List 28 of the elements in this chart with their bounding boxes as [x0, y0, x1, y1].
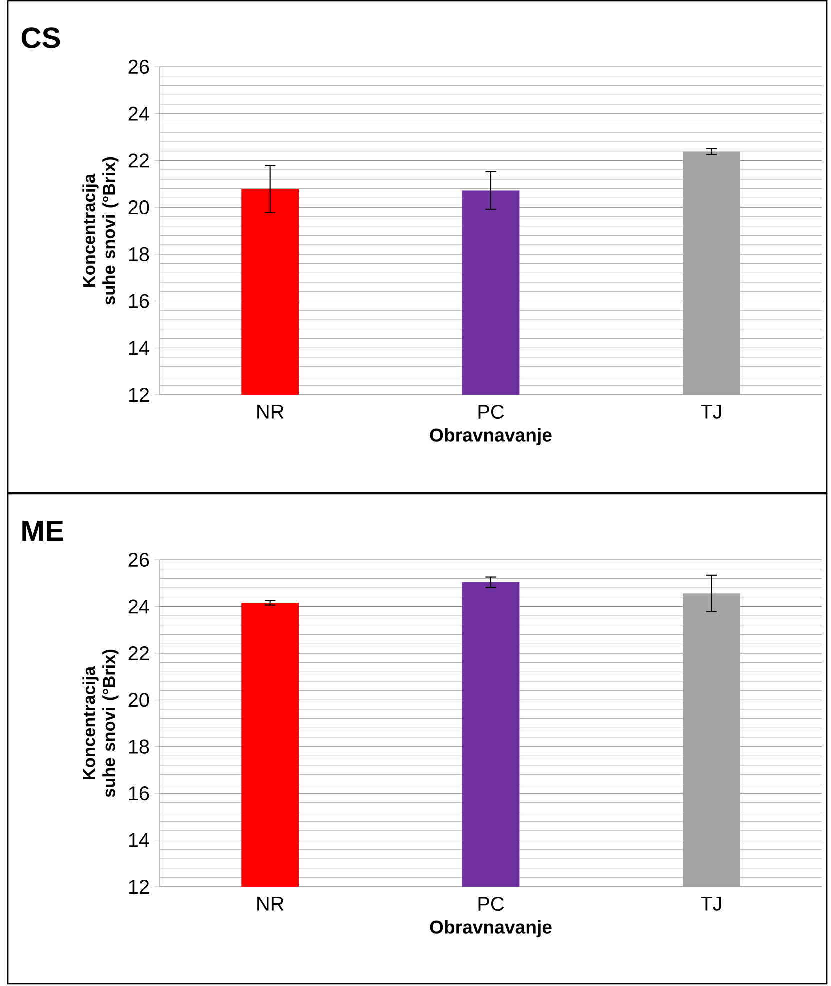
x-tick-label: TJ [701, 405, 722, 419]
y-tick-label: 24 [128, 106, 150, 121]
y-axis-title: Koncentracija suhe snovi (°Brix) [82, 157, 119, 305]
x-axis-title: Obravnavanje [430, 920, 552, 938]
x-tick-label: PC [478, 897, 504, 912]
y-tick-label: 22 [128, 646, 149, 660]
y-tick-label: 26 [128, 60, 150, 74]
y-tick-label: 12 [129, 880, 149, 894]
y-tick-label: 16 [129, 294, 150, 308]
y-tick-label: 20 [128, 200, 150, 215]
y-tick-label: 16 [129, 786, 150, 801]
x-tick-label: NR [258, 405, 284, 419]
x-tick-label: NR [258, 897, 284, 911]
y-tick-label: 14 [129, 833, 150, 848]
y-tick-label: 20 [128, 693, 150, 708]
y-tick-label: 26 [128, 552, 150, 568]
y-axis-title: Koncentracija suhe snovi (°Brix) [82, 650, 119, 798]
chart-title: CS [22, 28, 60, 48]
y-tick-label: 18 [129, 740, 150, 754]
y-tick-label: 24 [128, 600, 150, 614]
x-axis-title: Obravnavanje [430, 428, 552, 446]
y-tick-label: 22 [128, 154, 149, 168]
y-tick-label: 12 [129, 388, 149, 402]
y-tick-label: 18 [129, 247, 150, 262]
chart-title: ME [22, 520, 64, 542]
x-tick-label: PC [478, 404, 504, 420]
y-tick-label: 14 [129, 341, 150, 355]
x-tick-label: TJ [701, 897, 722, 911]
